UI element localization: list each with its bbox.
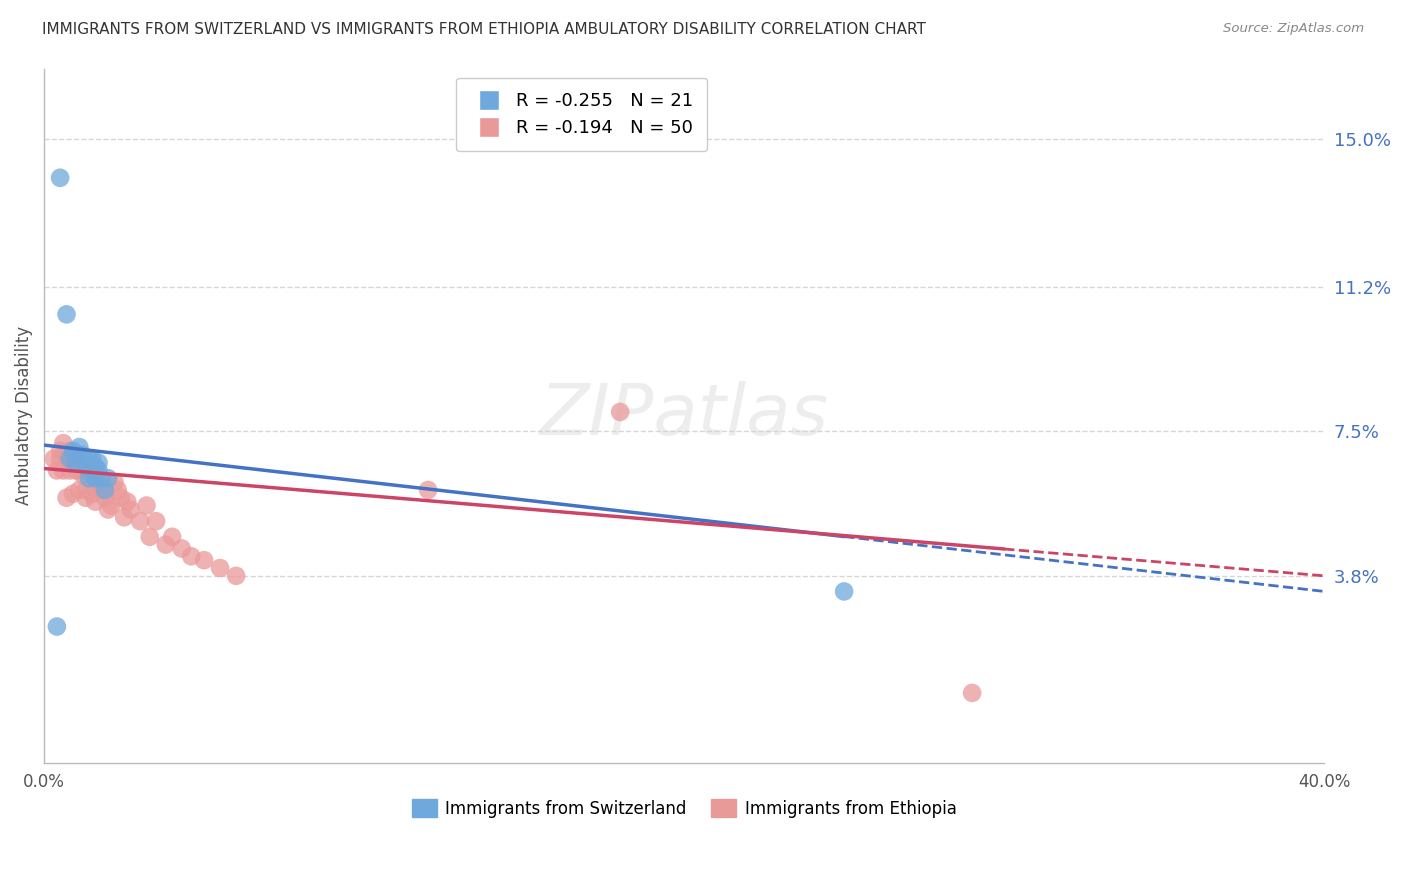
Point [77, 463, 100, 477]
Point [55, 451, 77, 466]
Point [97, 471, 120, 485]
Point [180, 549, 202, 564]
Point [87, 456, 110, 470]
Point [82, 463, 104, 477]
Point [87, 463, 110, 477]
Point [84, 494, 107, 508]
Point [84, 459, 107, 474]
Point [75, 491, 97, 505]
Point [209, 561, 232, 575]
Point [52, 436, 75, 450]
Point [82, 487, 104, 501]
Point [82, 467, 104, 482]
Point [77, 471, 100, 485]
Point [225, 569, 247, 583]
Point [49, 444, 72, 458]
Point [145, 514, 167, 528]
Point [55, 491, 77, 505]
Point [960, 686, 983, 700]
Text: Source: ZipAtlas.com: Source: ZipAtlas.com [1223, 22, 1364, 36]
Point [59, 451, 82, 466]
Point [75, 483, 97, 497]
Point [65, 451, 87, 466]
Point [52, 463, 75, 477]
Point [416, 483, 439, 497]
Point [170, 541, 193, 556]
Point [62, 451, 84, 466]
Point [55, 307, 77, 321]
Point [45, 619, 67, 633]
Point [62, 487, 84, 501]
Point [84, 471, 107, 485]
Point [193, 553, 215, 567]
Point [67, 483, 90, 497]
Point [72, 448, 94, 462]
Point [59, 444, 82, 458]
Point [75, 459, 97, 474]
Point [82, 451, 104, 466]
Point [120, 502, 142, 516]
Point [49, 451, 72, 466]
Point [90, 471, 112, 485]
Point [72, 463, 94, 477]
Point [135, 499, 157, 513]
Point [117, 494, 139, 508]
Point [112, 510, 135, 524]
Point [67, 456, 90, 470]
Point [42, 451, 65, 466]
Point [155, 538, 177, 552]
Point [110, 491, 132, 505]
Text: ZIPatlas: ZIPatlas [540, 381, 828, 450]
Point [107, 483, 129, 497]
Point [67, 440, 90, 454]
Point [65, 456, 87, 470]
Point [59, 463, 82, 477]
Point [94, 483, 117, 497]
Point [138, 530, 160, 544]
Point [832, 584, 855, 599]
Point [100, 499, 122, 513]
Point [45, 463, 67, 477]
Point [62, 444, 84, 458]
Y-axis label: Ambulatory Disability: Ambulatory Disability [15, 326, 32, 506]
Point [77, 451, 100, 466]
Point [97, 502, 120, 516]
Point [87, 479, 110, 493]
Point [72, 467, 94, 482]
Point [609, 405, 631, 419]
Point [129, 514, 152, 528]
Text: IMMIGRANTS FROM SWITZERLAND VS IMMIGRANTS FROM ETHIOPIA AMBULATORY DISABILITY CO: IMMIGRANTS FROM SWITZERLAND VS IMMIGRANT… [42, 22, 927, 37]
Point [94, 491, 117, 505]
Point [103, 475, 125, 490]
Point [160, 530, 183, 544]
Point [90, 483, 112, 497]
Point [49, 170, 72, 185]
Point [84, 471, 107, 485]
Point [65, 463, 87, 477]
Legend: Immigrants from Switzerland, Immigrants from Ethiopia: Immigrants from Switzerland, Immigrants … [405, 793, 963, 824]
